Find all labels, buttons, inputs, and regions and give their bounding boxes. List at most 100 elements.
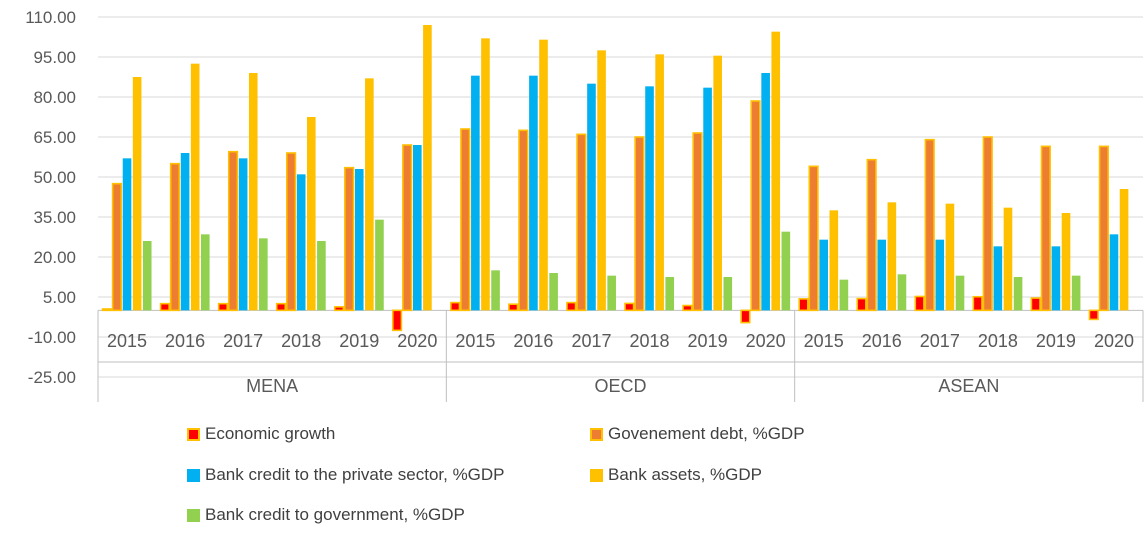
bar	[682, 304, 693, 312]
bar	[740, 309, 751, 324]
x-tick-label: 2015	[107, 331, 147, 351]
bar	[1051, 246, 1061, 311]
gridlines	[98, 16, 1143, 378]
x-tick-label: 2020	[397, 331, 437, 351]
bar	[200, 234, 210, 311]
x-tick-label: 2016	[513, 331, 553, 351]
bar	[529, 75, 538, 311]
bar	[914, 295, 925, 312]
bar	[634, 136, 645, 312]
bar	[692, 132, 703, 312]
x-tick-label: 2017	[571, 331, 611, 351]
x-tick-label: 2016	[165, 331, 205, 351]
bar	[750, 100, 761, 312]
bar	[1098, 145, 1109, 312]
bar	[665, 277, 675, 311]
x-tick-label: 2015	[455, 331, 495, 351]
bar	[819, 239, 828, 311]
bar	[217, 302, 229, 312]
bar	[576, 133, 587, 312]
bar	[190, 63, 200, 311]
bar	[365, 78, 374, 311]
bar	[808, 165, 819, 312]
bar	[972, 295, 983, 312]
bar	[354, 169, 364, 311]
x-tick-label: 2019	[1036, 331, 1076, 351]
bar	[508, 303, 519, 312]
bar	[856, 297, 867, 312]
bar	[460, 128, 471, 312]
bar	[597, 50, 606, 311]
y-tick-label: -10.00	[28, 328, 76, 347]
bar	[423, 25, 432, 311]
bar	[839, 279, 849, 311]
group-label: OECD	[594, 376, 646, 396]
bar	[317, 241, 326, 311]
bars	[101, 25, 1129, 332]
y-tick-label: -25.00	[28, 368, 76, 387]
bar	[169, 162, 181, 312]
bar	[285, 152, 297, 312]
bar	[587, 83, 596, 311]
bar	[645, 86, 654, 311]
bar	[122, 158, 132, 311]
group-label: ASEAN	[938, 376, 999, 396]
bar	[1109, 234, 1119, 311]
x-tick-label: 2019	[339, 331, 379, 351]
x-tick-label: 2018	[630, 331, 670, 351]
bar	[723, 277, 733, 311]
bar	[111, 182, 123, 312]
bar	[375, 219, 384, 311]
bar	[1088, 309, 1099, 321]
axes	[97, 309, 1144, 402]
x-tick-label: 2017	[223, 331, 263, 351]
bar	[132, 77, 142, 311]
bar	[259, 238, 268, 311]
bar	[296, 174, 306, 311]
bar	[798, 298, 809, 312]
bar	[1013, 277, 1023, 311]
y-tick-label: 35.00	[33, 208, 76, 227]
x-tick-label: 2020	[1094, 331, 1134, 351]
x-tick-label: 2015	[804, 331, 844, 351]
bar	[781, 231, 791, 311]
bar	[877, 239, 887, 311]
bar	[924, 138, 935, 312]
bar	[955, 275, 965, 311]
group-label: MENA	[246, 376, 298, 396]
bar	[829, 210, 839, 311]
y-tick-label: 110.00	[25, 8, 76, 27]
bar	[413, 145, 422, 311]
bar	[227, 150, 239, 312]
bar	[866, 158, 877, 312]
bar	[539, 39, 548, 311]
y-tick-label: 5.00	[43, 288, 76, 307]
bar	[1061, 213, 1071, 311]
bar	[1003, 207, 1013, 311]
bar	[703, 87, 712, 311]
bar	[897, 274, 907, 311]
bar	[518, 129, 529, 312]
bar	[935, 239, 945, 311]
x-tick-label: 2016	[862, 331, 902, 351]
bar	[771, 31, 781, 311]
bar	[402, 144, 413, 312]
axis-labels: 110.00 95.00 80.00 65.00 50.00 35.00 20.00 5.00…	[25, 8, 1134, 396]
bar	[887, 202, 897, 311]
bar	[491, 270, 500, 311]
bar	[1071, 275, 1081, 311]
bar	[101, 308, 112, 312]
bar	[238, 158, 248, 311]
bar	[566, 301, 577, 312]
y-tick-label: 95.00	[33, 48, 76, 67]
bar	[481, 38, 490, 311]
bar	[142, 241, 152, 311]
x-tick-label: 2017	[920, 331, 960, 351]
bar	[549, 273, 558, 311]
x-tick-label: 2019	[688, 331, 728, 351]
y-tick-label: 80.00	[33, 88, 76, 107]
bar	[392, 309, 403, 332]
bar	[1119, 189, 1129, 311]
bar	[655, 54, 664, 311]
